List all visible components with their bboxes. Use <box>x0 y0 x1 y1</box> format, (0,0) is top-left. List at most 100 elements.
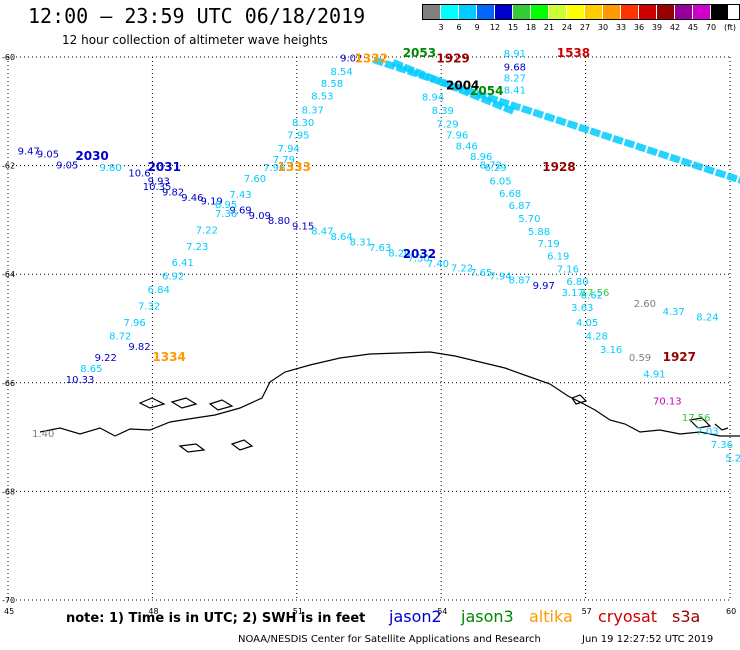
legend-level-label: 12 <box>489 23 501 32</box>
wave-height-value: 9.09 <box>249 211 271 222</box>
wave-height-value: 7.94 <box>278 144 300 155</box>
legend-swatch <box>621 5 639 19</box>
legend-level-label: 39 <box>651 23 663 32</box>
wave-height-value: 8.65 <box>80 364 102 375</box>
wave-height-value: 8.58 <box>321 79 343 90</box>
wave-height-value: 8.37 <box>302 105 324 116</box>
wave-height-value: 7.23 <box>186 242 208 253</box>
wave-height-value: 70.13 <box>653 397 682 408</box>
wave-height-value: 6.84 <box>148 285 170 296</box>
satellite-legend-item: jason3 <box>461 607 514 626</box>
wave-height-value: 7.96 <box>446 130 468 141</box>
wave-height-value: 9.15 <box>292 222 314 233</box>
legend-swatch <box>495 5 513 19</box>
wave-height-value: 7.63 <box>369 243 391 254</box>
latitude-label: -68 <box>2 487 15 496</box>
timestamp: Jun 19 12:27:52 UTC 2019 <box>582 634 714 645</box>
map-subtitle: 12 hour collection of altimeter wave hei… <box>62 33 328 47</box>
footnote: note: 1) Time is in UTC; 2) SWH is in fe… <box>66 611 366 626</box>
wave-height-value: 3.16 <box>600 345 622 356</box>
legend-swatch <box>549 5 567 19</box>
wave-height-value: 9.19 <box>201 197 223 208</box>
wave-height-value: 3.17 <box>562 288 584 299</box>
legend-swatch <box>441 5 459 19</box>
legend-unit: (ft) <box>723 23 737 32</box>
legend-swatch <box>585 5 603 19</box>
wave-height-values: 9.479.059.05 9.80 10.69.9310.359.829.469.1… <box>18 49 740 465</box>
pass-time-label: 1333 <box>278 160 311 174</box>
legend-level-label: 36 <box>633 23 645 32</box>
wave-height-value: 6.62 <box>581 291 603 302</box>
wave-height-value: 8.72 <box>480 160 502 171</box>
dense-track <box>372 56 740 184</box>
legend-level-label: 33 <box>615 23 627 32</box>
dense-track <box>391 59 515 115</box>
wave-height-value: 8.54 <box>330 67 352 78</box>
wave-height-value: 8.39 <box>432 106 454 117</box>
wave-height-value: 4.37 <box>663 307 685 318</box>
wave-height-value: 8.20 <box>388 248 410 259</box>
wave-height-value: 6.68 <box>499 189 521 200</box>
wave-height-value: 8.95 <box>215 200 237 211</box>
legend-level-label: 18 <box>525 23 537 32</box>
wave-height-value: 8.87 <box>509 275 531 286</box>
wave-height-value: 7.22 <box>196 225 218 236</box>
wave-height-value: 0.59 <box>629 353 651 364</box>
legend-swatch <box>477 5 495 19</box>
wave-height-value: 5.70 <box>518 214 540 225</box>
wave-height-value: 9.05 <box>37 149 59 160</box>
wave-height-value: 9.47 <box>18 147 40 158</box>
pass-time-labels: 2030 2031 2032 1333 1334 1332 2053 2054 1929 1928… <box>75 46 696 364</box>
legend-swatch <box>567 5 585 19</box>
wave-height-value: 9.69 <box>229 205 251 216</box>
wave-height-value: 7.43 <box>229 190 251 201</box>
wave-height-value: 7.22 <box>451 263 473 274</box>
pass-time-label: 1538 <box>557 46 590 60</box>
wave-height-value: 9.05 <box>56 160 78 171</box>
wave-height-value: 10.35 <box>143 182 172 193</box>
wave-height-value: 7.96 <box>124 318 146 329</box>
wave-height-value: 7.94 <box>489 272 511 283</box>
longitude-label: 45 <box>4 607 14 616</box>
wave-height-value: 6.80 <box>566 277 588 288</box>
wave-height-value: 8.53 <box>311 91 333 102</box>
pass-time-label: 1929 <box>436 51 469 65</box>
wave-height-value: 8.64 <box>330 232 352 243</box>
wave-height-value: 7.03 <box>696 426 718 437</box>
wave-height-value: 6.19 <box>547 252 569 263</box>
wave-height-value: 5.29 <box>725 454 740 465</box>
legend-swatch <box>693 5 711 19</box>
legend-swatch <box>531 5 549 19</box>
wave-height-value: 4.05 <box>576 318 598 329</box>
wave-height-value: 8.31 <box>350 237 372 248</box>
wave-height-value: 7.79 <box>273 155 295 166</box>
latitude-label: -64 <box>2 270 15 279</box>
latitude-label: -66 <box>2 379 15 388</box>
wave-height-value: 8.47 <box>311 227 333 238</box>
axis-labels: -60 -62 -64 -66 -68 -70 45 48 51 54 57 60 <box>2 53 736 616</box>
wave-height-value: 8.94 <box>422 92 444 103</box>
latitude-label: -70 <box>2 596 15 605</box>
wave-height-value: 17.56 <box>682 413 711 424</box>
satellite-tracks <box>372 56 740 184</box>
longitude-label: 51 <box>293 607 303 616</box>
legend-level-label: 45 <box>687 23 699 32</box>
pass-time-label: 1332 <box>355 51 388 65</box>
wave-height-value: 17.56 <box>581 288 610 299</box>
wave-height-value: 8.24 <box>696 312 718 323</box>
legend-level-label: 30 <box>597 23 609 32</box>
wave-height-value: 4.28 <box>586 331 608 342</box>
wave-height-value: 7.29 <box>436 120 458 131</box>
antarctic-coastline <box>39 351 740 453</box>
legend-level-label: 9 <box>474 23 480 32</box>
wave-height-value: 10.33 <box>66 375 95 386</box>
wave-height-value: 10.6 <box>128 168 150 179</box>
longitude-label: 48 <box>148 607 158 616</box>
pass-time-label: 1927 <box>663 350 696 364</box>
wave-height-value: 9.82 <box>128 342 150 353</box>
wave-height-value: 9.97 <box>533 281 555 292</box>
pass-time-label: 1334 <box>152 350 185 364</box>
wave-height-value: 6.87 <box>509 201 531 212</box>
wave-height-value: 7.36 <box>711 440 733 451</box>
pass-time-label: 2030 <box>75 149 108 163</box>
